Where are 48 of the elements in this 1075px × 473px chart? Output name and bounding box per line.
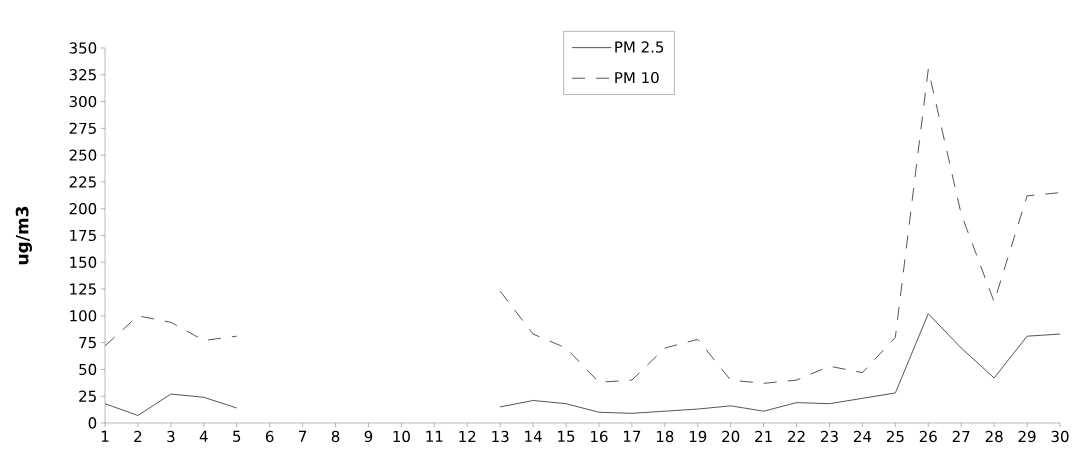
- x-tick-label: 13: [492, 430, 509, 443]
- x-tick-label: 6: [265, 430, 274, 443]
- x-tick-label: 23: [821, 430, 838, 443]
- legend-label: PM 2.5: [615, 41, 664, 53]
- y-tick-label: 100: [70, 310, 97, 322]
- x-tick-label: 21: [755, 430, 772, 442]
- x-tick-label: 29: [1018, 430, 1036, 443]
- y-tick-label: 225: [69, 176, 96, 188]
- x-tick-label: 16: [591, 430, 608, 443]
- y-tick-label: 175: [70, 229, 96, 242]
- x-tick-label: 18: [656, 430, 674, 443]
- y-tick-label: 25: [79, 390, 96, 402]
- x-tick-label: 22: [788, 430, 805, 442]
- x-tick-label: 2: [134, 430, 142, 442]
- x-tick-label: 27: [952, 430, 970, 442]
- x-tick-label: 9: [364, 430, 373, 443]
- x-tick-label: 3: [167, 430, 175, 443]
- y-tick-label: 50: [79, 363, 97, 376]
- x-tick-label: 17: [624, 430, 641, 442]
- x-tick-label: 30: [1051, 430, 1069, 443]
- x-tick-label: 14: [525, 430, 542, 442]
- y-tick-label: 150: [70, 256, 97, 268]
- x-tick-label: 1: [101, 430, 109, 442]
- x-tick-label: 20: [722, 430, 740, 443]
- x-tick-label: 26: [919, 430, 937, 443]
- legend-label: PM 10: [615, 71, 659, 84]
- x-tick-label: 28: [985, 430, 1003, 443]
- y-tick-label: 0: [88, 417, 97, 429]
- x-tick-label: 5: [233, 430, 241, 442]
- y-tick-label: 75: [79, 337, 96, 349]
- x-tick-label: 25: [886, 430, 904, 443]
- x-tick-label: 7: [299, 430, 307, 442]
- y-tick-label: 300: [69, 95, 97, 108]
- x-tick-label: 15: [558, 430, 575, 442]
- y-tick-label: 275: [69, 122, 96, 135]
- y-tick-label: 200: [69, 203, 97, 215]
- x-tick-label: 12: [459, 430, 476, 442]
- x-tick-label: 4: [199, 430, 208, 442]
- x-tick-label: 11: [426, 430, 443, 442]
- y-tick-label: 325: [69, 69, 96, 81]
- x-tick-label: 24: [853, 430, 872, 442]
- y-tick-label: 350: [69, 42, 97, 54]
- y-tick-label: 250: [69, 149, 97, 161]
- y-axis-title: ug/m3: [15, 206, 32, 265]
- y-tick-label: 125: [70, 283, 96, 295]
- x-tick-label: 10: [393, 430, 410, 443]
- x-tick-label: 19: [689, 430, 707, 443]
- x-tick-label: 8: [331, 430, 340, 443]
